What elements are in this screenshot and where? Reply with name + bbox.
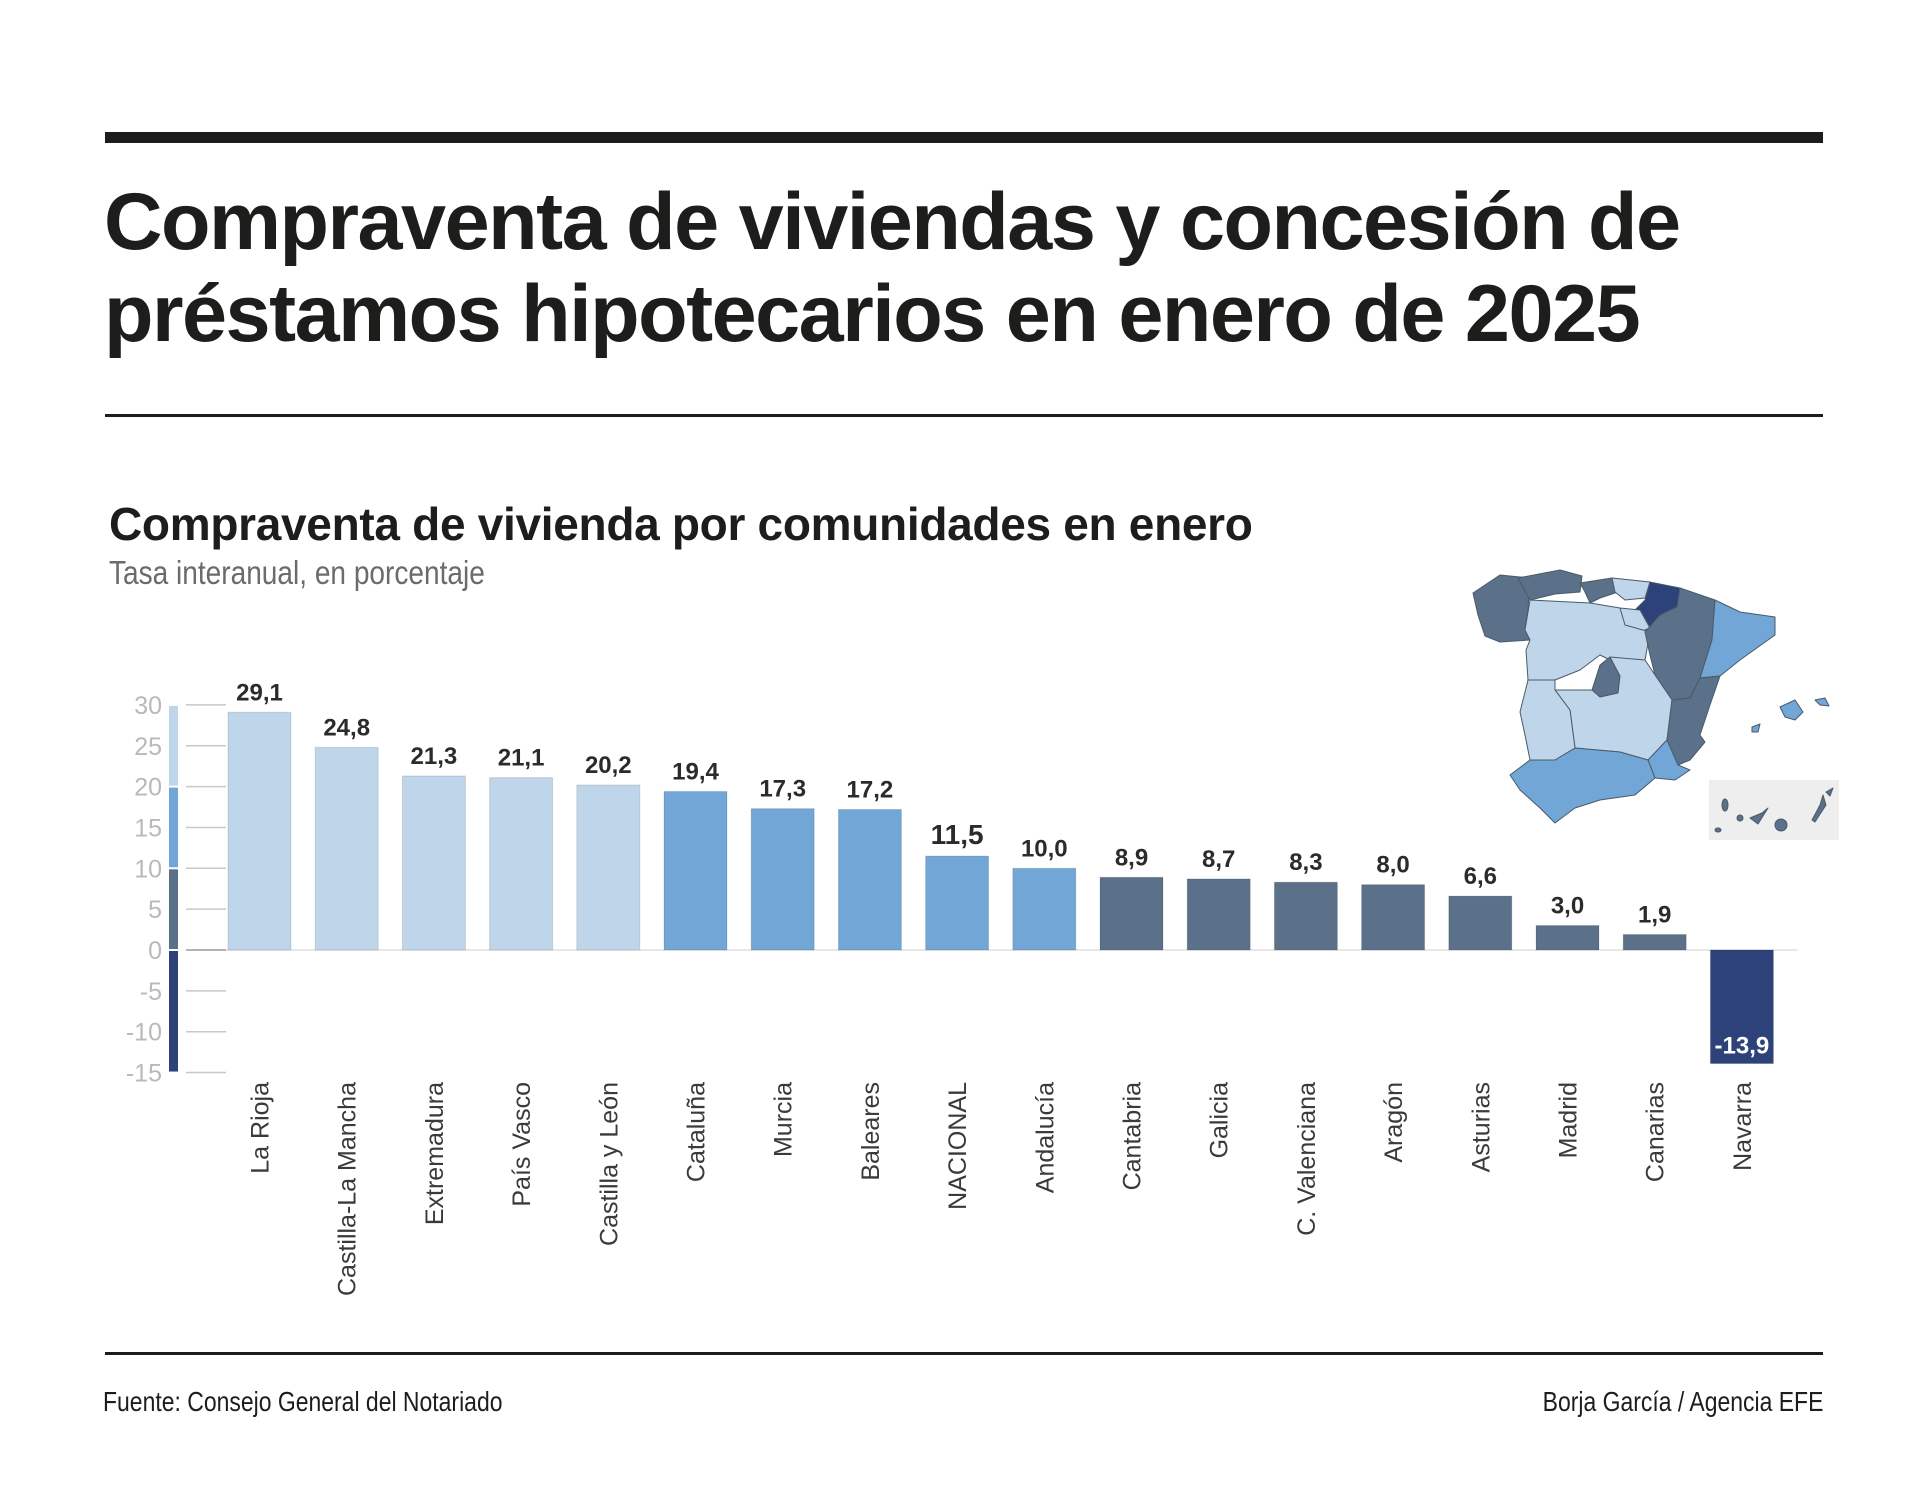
bar-value-label: 17,3 xyxy=(759,776,806,803)
category-label: Castilla-La Mancha xyxy=(334,1082,362,1296)
bar xyxy=(1535,924,1600,951)
bar xyxy=(227,711,292,951)
color-scale-segment xyxy=(169,951,178,1072)
bar xyxy=(576,784,641,951)
bar xyxy=(401,775,466,951)
bar-value-label: 8,0 xyxy=(1376,852,1409,879)
category-label: Aragón xyxy=(1380,1082,1408,1163)
category-label: C. Valenciana xyxy=(1293,1082,1321,1236)
bar-value-label: 19,4 xyxy=(672,759,719,786)
color-scale-segment xyxy=(169,705,178,786)
y-tick-label: -10 xyxy=(126,1019,162,1047)
category-label: Galicia xyxy=(1206,1082,1234,1159)
bar xyxy=(750,808,815,951)
bar-value-label: 21,3 xyxy=(411,743,458,770)
bar-value-label: 21,1 xyxy=(498,745,545,772)
map-region-cataluna xyxy=(1699,599,1776,679)
category-label: Cataluña xyxy=(683,1082,711,1182)
map-region-canarias xyxy=(1714,787,1834,833)
bar-value-label: 10,0 xyxy=(1021,835,1068,862)
category-label: Canarias xyxy=(1642,1082,1670,1182)
chart-title: Compraventa de vivienda por comunidades … xyxy=(109,498,1253,550)
category-label: Castilla y León xyxy=(595,1082,623,1246)
category-label: Baleares xyxy=(857,1082,885,1181)
top-rule xyxy=(105,132,1823,143)
footer-rule xyxy=(105,1352,1823,1355)
bar xyxy=(489,777,554,951)
main-title: Compraventa de viviendas y concesión de … xyxy=(104,176,1844,360)
bar-value-label: 17,2 xyxy=(847,776,894,803)
bar-value-label: 1,9 xyxy=(1638,901,1671,928)
y-tick-label: 5 xyxy=(148,896,162,924)
bar-value-label: 29,1 xyxy=(236,679,283,706)
credit-note: Borja García / Agencia EFE xyxy=(1542,1386,1823,1417)
y-tick-label: 0 xyxy=(148,937,162,965)
category-label: NACIONAL xyxy=(944,1082,972,1210)
bar xyxy=(1448,895,1513,951)
source-note: Fuente: Consejo General del Notariado xyxy=(103,1386,503,1417)
map-region-baleares-ibiza xyxy=(1751,723,1761,733)
category-label: La Rioja xyxy=(247,1082,275,1174)
y-tick-label: 20 xyxy=(134,774,162,802)
bar-value-label: 3,0 xyxy=(1551,892,1584,919)
category-label: Asturias xyxy=(1467,1082,1495,1172)
category-label: País Vasco xyxy=(508,1082,536,1207)
chart-subtitle: Tasa interanual, en porcentaje xyxy=(109,554,485,591)
bar xyxy=(1186,878,1251,951)
y-tick-label: 15 xyxy=(134,814,162,842)
bar-value-label: -13,9 xyxy=(1715,1033,1770,1060)
spain-map xyxy=(1472,569,1839,840)
bar-value-label: 20,2 xyxy=(585,752,632,779)
y-tick-label: 10 xyxy=(134,855,162,883)
main-title-line2: préstamos hipotecarios en enero de 2025 xyxy=(104,269,1641,359)
map-region-baleares-mallorca xyxy=(1779,699,1804,721)
color-scale-segment xyxy=(169,869,178,949)
bar xyxy=(663,791,728,951)
category-label: Extremadura xyxy=(421,1082,449,1225)
bar xyxy=(1709,949,1774,1065)
bar xyxy=(837,808,902,951)
bar xyxy=(925,855,990,951)
y-tick-label: 30 xyxy=(134,692,162,720)
map-region-pais-vasco xyxy=(1611,577,1651,601)
bar xyxy=(1361,884,1426,951)
bars xyxy=(227,711,1774,1065)
bar xyxy=(1012,867,1077,951)
map-region-asturias xyxy=(1517,569,1583,601)
map-region-andalucia xyxy=(1509,747,1656,824)
bar-value-label: 8,7 xyxy=(1202,846,1235,873)
category-labels: La Rioja Castilla-La Mancha Extremadura Paí… xyxy=(247,1082,1757,1296)
y-tick-label: 25 xyxy=(134,733,162,761)
color-scale-segment xyxy=(169,787,178,868)
category-label: Cantabria xyxy=(1119,1082,1147,1190)
main-title-line1: Compraventa de viviendas y concesión de xyxy=(104,177,1681,267)
y-tick-label: -15 xyxy=(126,1060,162,1088)
title-rule xyxy=(105,414,1823,417)
bar xyxy=(314,746,379,951)
bar-value-label: 8,3 xyxy=(1289,849,1322,876)
category-label: Andalucía xyxy=(1031,1082,1059,1193)
y-tick-label: -5 xyxy=(140,978,162,1006)
value-labels: 29,1 24,8 21,3 21,1 20,2 19,4 17,3 17,2 11,5 10,0… xyxy=(236,679,1769,1059)
bar xyxy=(1622,933,1687,951)
bar-value-label: 8,9 xyxy=(1115,844,1148,871)
bar-value-label: 24,8 xyxy=(323,714,370,741)
bar-value-label: 6,6 xyxy=(1464,863,1497,890)
map-region-baleares-menorca xyxy=(1814,697,1830,707)
bar xyxy=(1273,881,1338,951)
category-label: Murcia xyxy=(770,1082,798,1157)
bar-value-label: 11,5 xyxy=(931,819,984,850)
bar-chart: 30 25 20 15 10 5 0 -5 -10 -15 29,1 24,8 21,3 21,1 20,… xyxy=(126,569,1839,1296)
category-label: Madrid xyxy=(1555,1082,1583,1158)
category-label: Navarra xyxy=(1729,1082,1757,1171)
y-axis: 30 25 20 15 10 5 0 -5 -10 -15 xyxy=(126,692,1798,1088)
bar xyxy=(1099,876,1164,951)
